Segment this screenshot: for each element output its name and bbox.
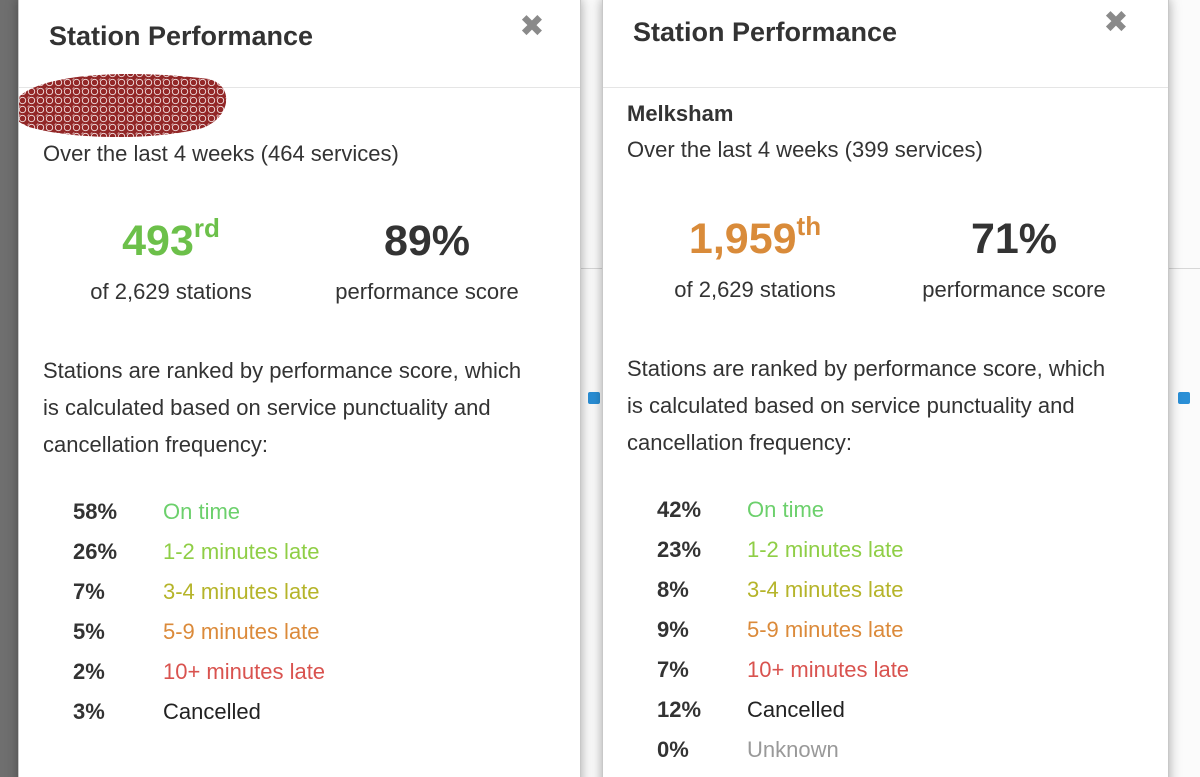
breakdown-label: Cancelled [747, 697, 845, 722]
breakdown-label: 5-9 minutes late [747, 617, 904, 642]
rank-label: of 2,629 stations [90, 279, 252, 304]
rank-suffix: th [796, 211, 822, 241]
breakdown-percent: 26% [73, 539, 118, 564]
breakdown-row: 58% On time [73, 492, 473, 532]
modal-header: Station Performance ✖ [19, 0, 580, 88]
breakdown-row: 2% 10+ minutes late [73, 652, 473, 692]
breakdown-label: Cancelled [163, 699, 261, 724]
breakdown-row: 7% 10+ minutes late [657, 650, 1057, 690]
breakdown-row: 23% 1-2 minutes late [657, 530, 1057, 570]
breakdown-label: 3-4 minutes late [747, 577, 904, 602]
station-performance-modal: Station Performance ✖ Melksham Over the … [602, 0, 1169, 777]
modal-title: Station Performance [49, 21, 314, 51]
rank-value: 1,959th [655, 213, 855, 263]
performance-score: 89% performance score [321, 217, 533, 305]
station-rank: 493rd of 2,629 stations [71, 215, 271, 305]
breakdown-percent: 2% [73, 659, 105, 684]
score-value: 71% [970, 215, 1058, 263]
modal-header: Station Performance ✖ [603, 0, 1168, 88]
breakdown-percent: 0% [657, 737, 689, 762]
station-name: Melksham [627, 101, 734, 126]
rank-label: of 2,629 stations [674, 277, 836, 302]
score-label: performance score [922, 277, 1106, 302]
breakdown-percent: 3% [73, 699, 105, 724]
rank-value: 493rd [71, 215, 271, 265]
breakdown-label: Unknown [747, 737, 839, 762]
rank-number: 493 [122, 217, 194, 265]
breakdown-row: 8% 3-4 minutes late [657, 570, 1057, 610]
breakdown-label: 5-9 minutes late [163, 619, 320, 644]
background-map-marker [1178, 392, 1190, 404]
breakdown-percent: 5% [73, 619, 105, 644]
background-map-marker [588, 392, 600, 404]
modal-title: Station Performance [633, 17, 898, 47]
breakdown-label: On time [747, 497, 825, 522]
rank-number: 1,959 [688, 215, 797, 263]
breakdown-row: 42% On time [657, 490, 1057, 530]
score-value: 89% [383, 217, 471, 265]
breakdown-label: 1-2 minutes late [747, 537, 904, 562]
station-performance-modal: Station Performance ✖ Over the last 4 we… [18, 0, 581, 777]
breakdown-percent: 9% [657, 617, 689, 642]
breakdown-percent: 42% [657, 497, 702, 522]
punctuality-breakdown: 58% On time 26% 1-2 minutes late 7% 3-4 min… [73, 492, 473, 732]
breakdown-percent: 23% [657, 537, 702, 562]
breakdown-percent: 12% [657, 697, 702, 722]
breakdown-label: 3-4 minutes late [163, 579, 320, 604]
breakdown-percent: 58% [73, 499, 118, 524]
close-icon[interactable]: ✖ [519, 10, 545, 43]
breakdown-row: 3% Cancelled [73, 692, 473, 732]
breakdown-label: 10+ minutes late [163, 659, 326, 684]
background-page-strip [581, 0, 602, 777]
breakdown-row: 7% 3-4 minutes late [73, 572, 473, 612]
score-label: performance score [335, 279, 519, 304]
breakdown-row: 0% Unknown [657, 730, 1057, 770]
breakdown-row: 9% 5-9 minutes late [657, 610, 1057, 650]
breakdown-label: On time [163, 499, 241, 524]
breakdown-percent: 8% [657, 577, 689, 602]
rank-suffix: rd [193, 213, 220, 243]
close-icon[interactable]: ✖ [1103, 6, 1129, 39]
background-page-strip [1169, 0, 1200, 777]
breakdown-label: 10+ minutes late [747, 657, 910, 682]
ranking-description: Stations are ranked by performance score… [43, 358, 522, 457]
punctuality-breakdown: 42% On time 23% 1-2 minutes late 8% 3-4 min… [657, 490, 1057, 770]
background-divider [581, 268, 602, 269]
redacted-station-name [19, 73, 227, 138]
performance-score: 71% performance score [907, 215, 1121, 303]
period-summary: Over the last 4 weeks (399 services) [627, 137, 983, 162]
breakdown-percent: 7% [73, 579, 105, 604]
station-rank: 1,959th of 2,629 stations [655, 213, 855, 303]
background-divider [1169, 268, 1200, 269]
breakdown-label: 1-2 minutes late [163, 539, 320, 564]
period-summary: Over the last 4 weeks (464 services) [43, 141, 399, 166]
breakdown-percent: 7% [657, 657, 689, 682]
ranking-description: Stations are ranked by performance score… [627, 356, 1106, 455]
breakdown-row: 26% 1-2 minutes late [73, 532, 473, 572]
breakdown-row: 12% Cancelled [657, 690, 1057, 730]
breakdown-row: 5% 5-9 minutes late [73, 612, 473, 652]
